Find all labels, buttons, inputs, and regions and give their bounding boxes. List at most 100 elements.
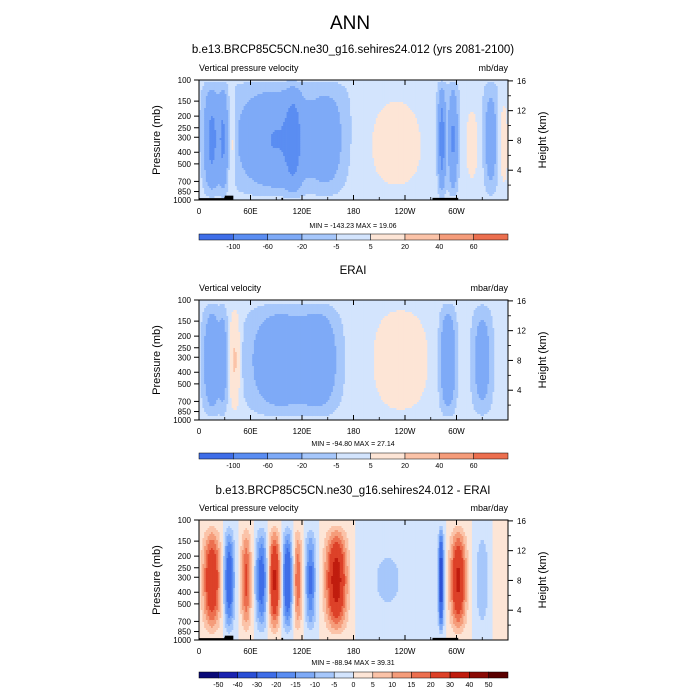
field-cell: [271, 198, 274, 200]
field-cell: [245, 176, 248, 179]
field-cell: [207, 118, 210, 121]
field-cell: [302, 184, 305, 187]
field-cell: [276, 136, 279, 139]
field-cell: [221, 178, 224, 181]
field-cell: [260, 146, 263, 149]
field-cell: [221, 156, 224, 159]
field-cell: [300, 98, 303, 101]
field-cell: [240, 186, 243, 189]
field-cell: [298, 152, 301, 155]
field-cell: [255, 166, 258, 169]
field-cell: [238, 100, 241, 103]
field-cell: [217, 188, 220, 191]
field-cell: [207, 108, 210, 111]
field-cell: [217, 152, 220, 155]
field-cell: [288, 104, 291, 107]
field-cell: [255, 160, 258, 163]
field-cell: [291, 160, 294, 163]
field-cell: [202, 92, 205, 95]
field-cell: [248, 102, 251, 105]
field-cell: [259, 80, 262, 83]
field-cell: [281, 176, 284, 179]
field-cell: [252, 110, 255, 113]
field-cell: [248, 162, 251, 165]
field-cell: [199, 160, 202, 163]
field-cell: [271, 132, 274, 135]
field-cell: [289, 120, 293, 123]
field-cell: [281, 86, 284, 89]
field-cell: [228, 118, 231, 121]
field-cell: [310, 86, 313, 89]
field-cell: [223, 98, 226, 101]
field-cell: [216, 96, 219, 99]
field-cell: [303, 108, 306, 111]
field-cell: [289, 178, 293, 181]
field-cell: [248, 118, 251, 121]
field-cell: [272, 128, 275, 131]
field-cell: [212, 160, 215, 163]
field-cell: [243, 142, 246, 145]
field-cell: [305, 90, 308, 93]
field-cell: [264, 198, 267, 200]
field-cell: [212, 124, 215, 127]
field-cell: [211, 98, 214, 101]
field-cell: [250, 198, 253, 200]
field-cell: [253, 114, 256, 117]
field-cell: [265, 176, 269, 179]
field-cell: [286, 136, 289, 139]
field-cell: [241, 112, 244, 115]
field-cell: [276, 152, 279, 155]
field-cell: [205, 160, 208, 163]
field-cell: [207, 190, 210, 193]
field-cell: [217, 92, 220, 95]
field-cell: [257, 196, 260, 199]
field-cell: [265, 86, 269, 89]
field-cell: [228, 96, 231, 99]
field-cell: [202, 116, 205, 119]
field-cell: [205, 174, 208, 177]
field-cell: [226, 84, 229, 87]
field-cell: [238, 154, 241, 157]
field-cell: [241, 140, 244, 143]
field-cell: [209, 152, 212, 155]
field-cell: [241, 156, 244, 159]
field-cell: [279, 112, 282, 115]
field-cell: [207, 142, 210, 145]
field-cell: [265, 144, 269, 147]
field-cell: [269, 186, 272, 189]
field-cell: [293, 90, 296, 93]
field-cell: [238, 106, 241, 109]
field-cell: [224, 156, 227, 159]
field-cell: [296, 196, 299, 199]
field-cell: [205, 128, 208, 131]
field-cell: [209, 164, 212, 167]
field-cell: [250, 136, 253, 139]
field-cell: [308, 170, 311, 173]
field-cell: [221, 104, 224, 107]
field-cell: [265, 110, 269, 113]
field-cell: [277, 174, 281, 177]
field-cell: [238, 94, 241, 97]
field-cell: [219, 168, 222, 171]
field-cell: [293, 124, 296, 127]
field-cell: [207, 184, 210, 187]
field-cell: [283, 180, 286, 183]
field-cell: [238, 86, 241, 89]
field-cell: [231, 140, 234, 143]
field-cell: [276, 130, 279, 133]
field-cell: [247, 158, 250, 161]
field-cell: [269, 198, 272, 200]
field-cell: [226, 118, 229, 121]
field-cell: [286, 148, 289, 151]
field-cell: [295, 88, 298, 91]
field-cell: [302, 120, 305, 123]
field-cell: [236, 162, 239, 165]
field-cell: [284, 174, 287, 177]
field-cell: [221, 180, 224, 183]
field-cell: [303, 136, 306, 139]
field-cell: [283, 160, 286, 163]
field-cell: [300, 122, 303, 125]
field-cell: [214, 128, 217, 131]
field-cell: [291, 110, 294, 113]
field-cell: [264, 134, 267, 137]
